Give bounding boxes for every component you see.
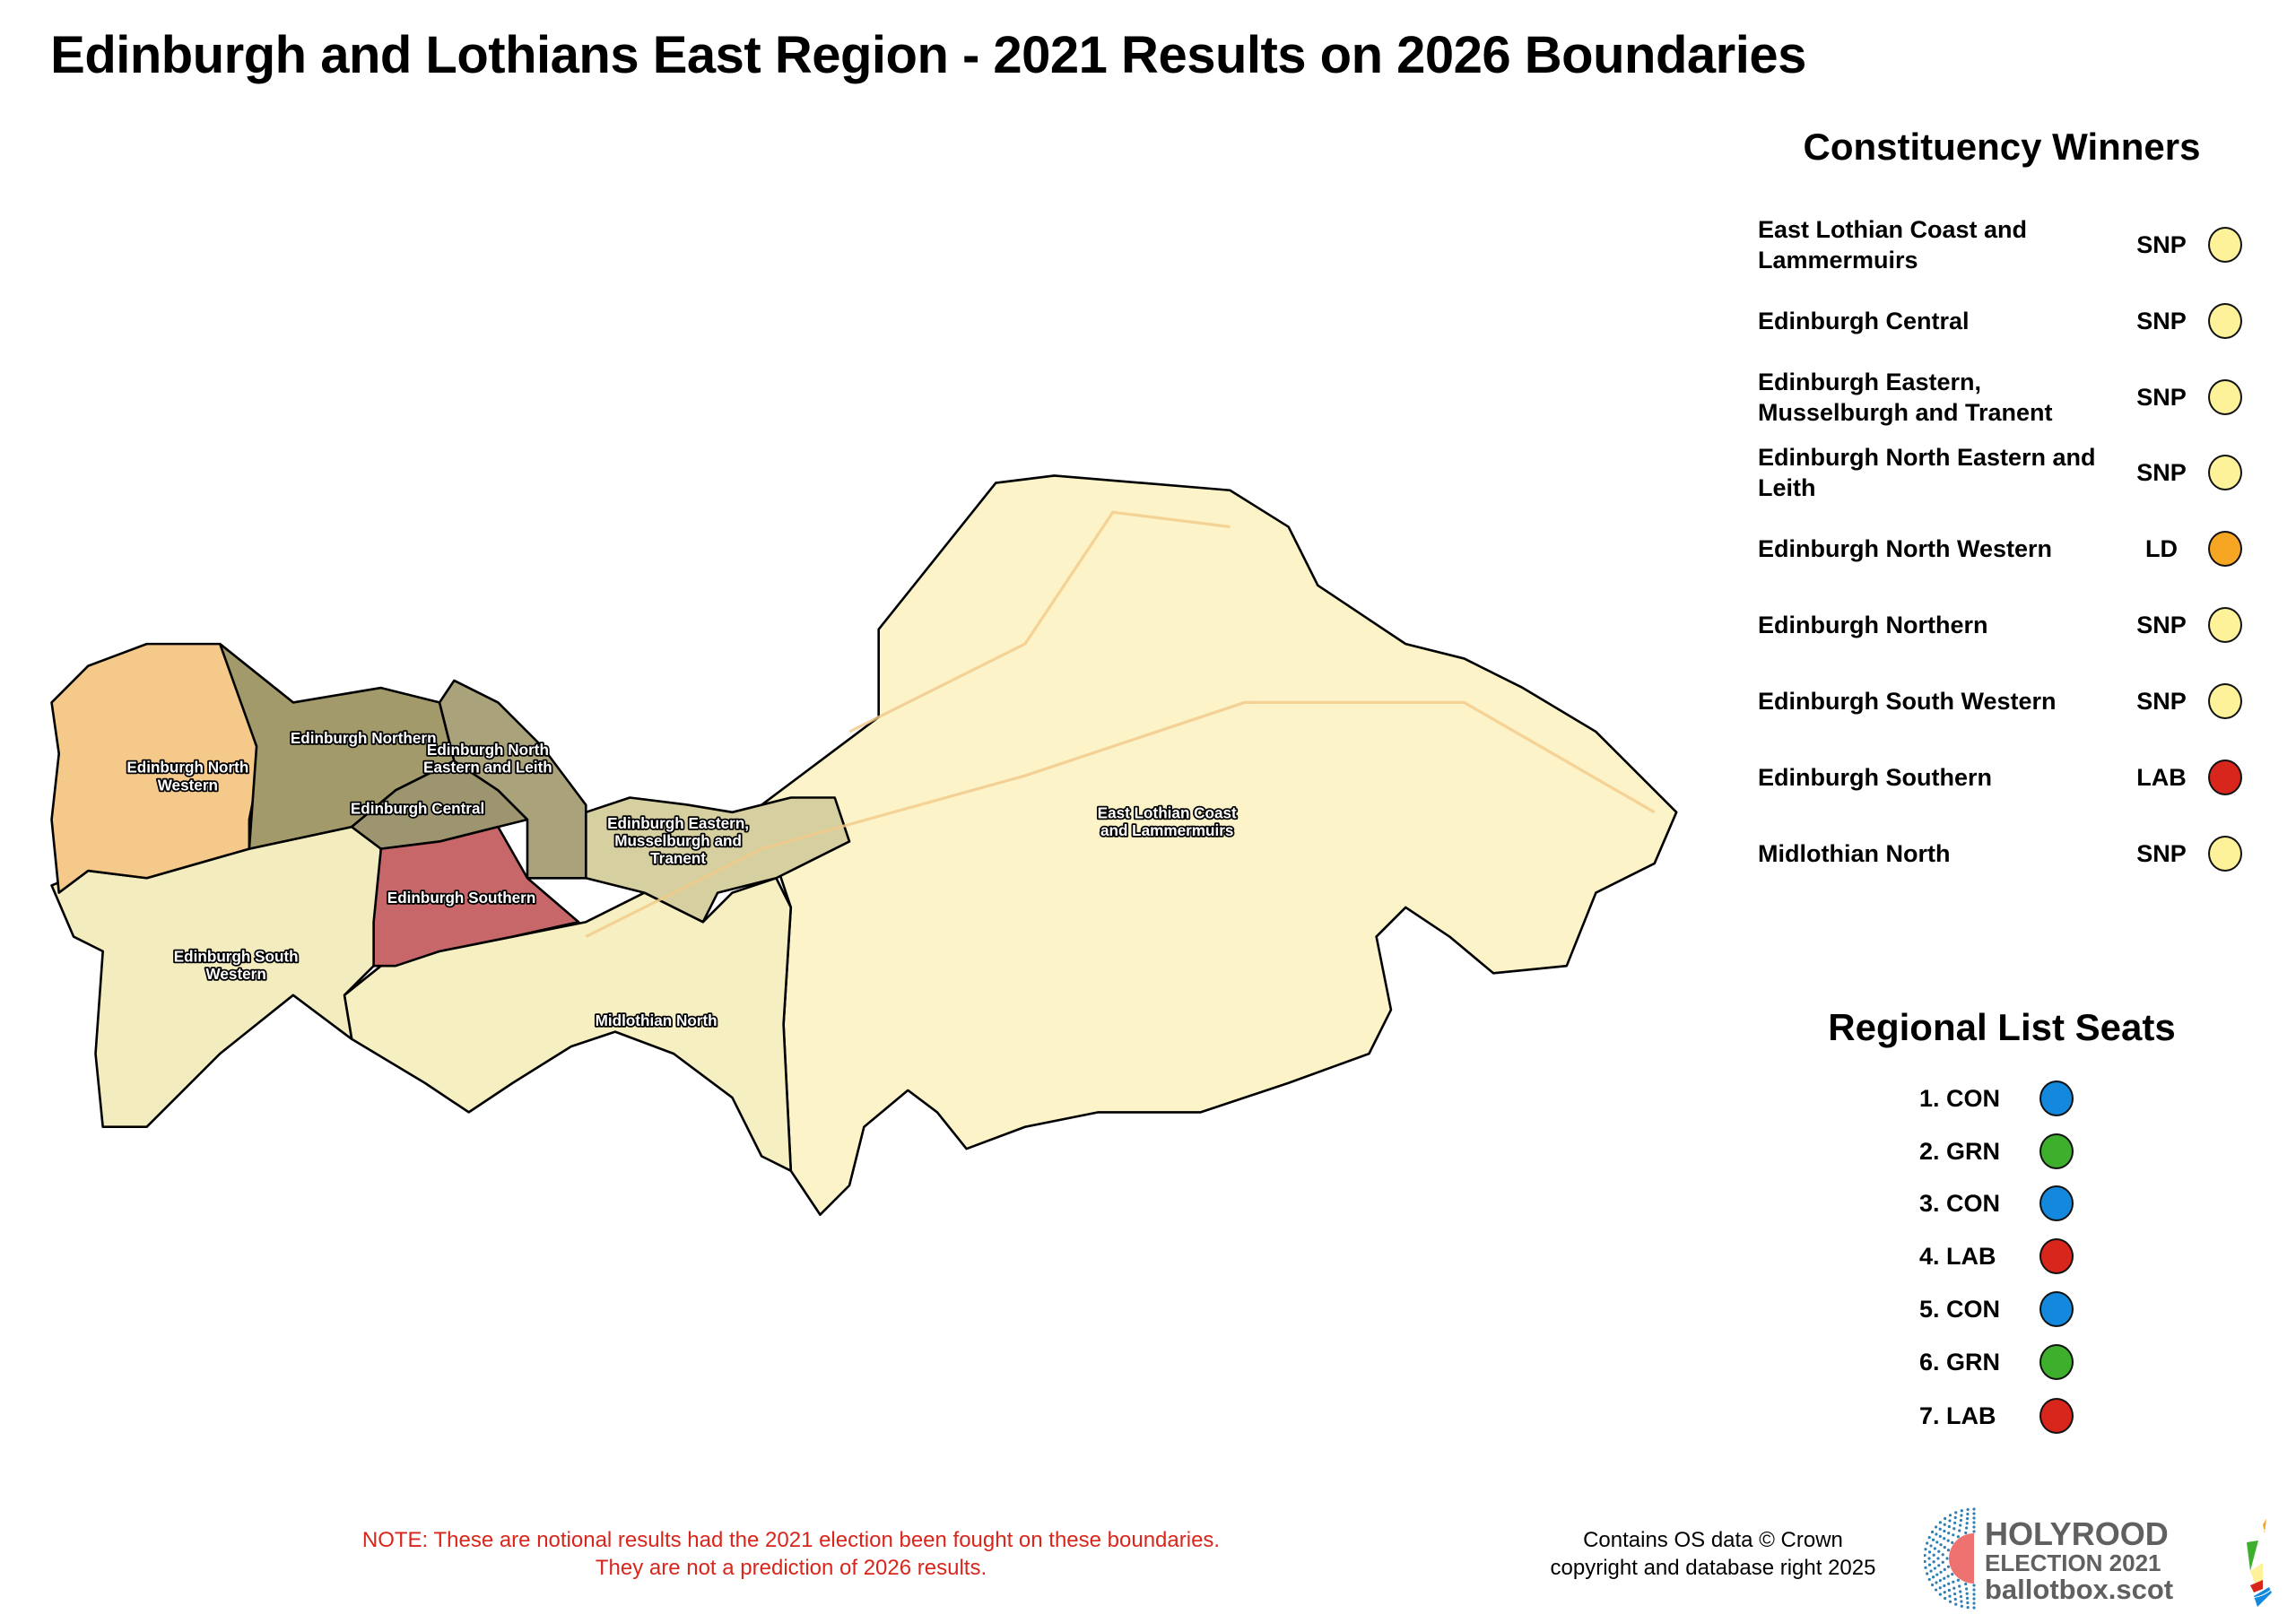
constituency-row: Edinburgh Eastern, Musselburgh and Trane… xyxy=(1758,361,2260,433)
note-line-2: They are not a prediction of 2026 result… xyxy=(595,1556,987,1580)
road-a1 xyxy=(585,700,1656,939)
credit-line-2: copyright and database right 2025 xyxy=(1550,1556,1876,1580)
road-coast xyxy=(848,510,1231,733)
ballot-box-scotland-badge xyxy=(2212,1519,2285,1607)
party-color-dot xyxy=(2208,379,2242,415)
party-color-dot xyxy=(2208,607,2242,643)
constituency-row: Edinburgh South Western SNP xyxy=(1758,665,2260,737)
label-edinburgh-southern: Edinburgh Southern xyxy=(387,889,536,907)
constituency-name: Edinburgh North Western xyxy=(1758,535,2052,562)
winning-party: SNP xyxy=(2136,230,2187,258)
label-edinburgh-south-western: Edinburgh South Western xyxy=(174,947,299,983)
constituency-name: Midlothian North xyxy=(1758,840,1951,867)
region-edinburgh-southern[interactable] xyxy=(372,825,580,968)
list-seat-row: 1. CON xyxy=(1919,1076,2074,1121)
label-edinburgh-north-western: Edinburgh North Western xyxy=(126,759,248,794)
party-color-dot xyxy=(2039,1344,2074,1380)
constituency-name: Edinburgh Northern xyxy=(1758,612,1988,638)
list-seat-label: 6. GRN xyxy=(1919,1348,2001,1376)
party-color-dot xyxy=(2208,531,2242,567)
winning-party: SNP xyxy=(2136,458,2187,486)
parliament-dots-icon: HOLYROOD ELECTION 2021 ballotbox.scot xyxy=(1923,1507,2285,1610)
party-color-dot xyxy=(2208,227,2242,263)
party-color-dot xyxy=(2208,836,2242,872)
list-seat-row: 3. CON xyxy=(1919,1181,2074,1226)
label-midlothian-north: Midlothian North xyxy=(596,1011,718,1029)
label-edinburgh-north-eastern: Edinburgh North Eastern and Leith xyxy=(423,741,552,777)
credit-line-1: Contains OS data © Crown xyxy=(1583,1528,1843,1552)
list-seat-row: 6. GRN xyxy=(1919,1340,2074,1384)
ballotbox-logo: HOLYROOD ELECTION 2021 ballotbox.scot xyxy=(1923,1506,2285,1610)
party-color-dot xyxy=(2039,1081,2074,1116)
svg-text:HOLYROOD: HOLYROOD xyxy=(1985,1515,2169,1552)
constituency-name: Edinburgh North Eastern and Leith xyxy=(1758,444,2096,501)
party-color-dot xyxy=(2208,455,2242,490)
winning-party: SNP xyxy=(2136,307,2187,334)
map-title: Edinburgh and Lothians East Region - 202… xyxy=(50,26,1806,84)
list-seat-label: 5. CON xyxy=(1919,1295,2001,1323)
list-seat-label: 3. CON xyxy=(1919,1189,2001,1217)
list-seat-row: 2. GRN xyxy=(1919,1129,2074,1174)
party-color-dot xyxy=(2208,303,2242,339)
constituency-name: Edinburgh Central xyxy=(1758,308,1970,334)
list-seat-row: 5. CON xyxy=(1919,1287,2074,1332)
list-seat-label: 7. LAB xyxy=(1919,1402,1996,1429)
constituency-row: Edinburgh Southern LAB xyxy=(1758,742,2260,813)
list-seat-label: 2. GRN xyxy=(1919,1137,2001,1165)
constituency-row: East Lothian Coast and Lammermuirs SNP xyxy=(1758,209,2260,281)
os-credit: Contains OS data © Crown copyright and d… xyxy=(1489,1526,1937,1582)
label-edinburgh-northern: Edinburgh Northern xyxy=(291,729,437,747)
label-edinburgh-eastern: Edinburgh Eastern, Musselburgh and Tranent xyxy=(607,814,749,867)
constituency-name: Edinburgh South Western xyxy=(1758,688,2057,715)
winning-party: LAB xyxy=(2136,763,2187,791)
party-color-dot xyxy=(2039,1238,2074,1274)
svg-text:ballotbox.scot: ballotbox.scot xyxy=(1985,1574,2173,1605)
constituency-name: Edinburgh Southern xyxy=(1758,764,1992,791)
constituency-row: Edinburgh Northern SNP xyxy=(1758,589,2260,661)
party-color-dot xyxy=(2039,1398,2074,1434)
list-seat-row: 4. LAB xyxy=(1919,1234,2074,1279)
constituency-winners-heading: Constituency Winners xyxy=(1803,126,2201,168)
region-edinburgh-north-eastern[interactable] xyxy=(438,679,587,880)
note-line-1: NOTE: These are notional results had the… xyxy=(361,1528,1221,1552)
party-color-dot xyxy=(2208,759,2242,795)
constituency-row: Midlothian North SNP xyxy=(1758,818,2260,890)
winning-party: SNP xyxy=(2136,383,2187,411)
constituency-row: Edinburgh North Eastern and Leith SNP xyxy=(1758,437,2260,508)
winning-party: SNP xyxy=(2136,611,2187,638)
regional-list-heading: Regional List Seats xyxy=(1828,1006,2176,1048)
constituency-name: East Lothian Coast and Lammermuirs xyxy=(1758,216,2028,273)
party-color-dot xyxy=(2039,1291,2074,1327)
winning-party: SNP xyxy=(2136,687,2187,715)
winning-party: SNP xyxy=(2136,839,2187,867)
list-seat-row: 7. LAB xyxy=(1919,1393,2074,1438)
party-color-dot xyxy=(2208,683,2242,719)
disclaimer-note: NOTE: These are notional results had the… xyxy=(253,1526,1329,1582)
constituency-row: Edinburgh North Western LD xyxy=(1758,513,2260,585)
list-seat-label: 4. LAB xyxy=(1919,1242,1996,1270)
svg-text:ELECTION 2021: ELECTION 2021 xyxy=(1985,1549,2161,1576)
list-seat-label: 1. CON xyxy=(1919,1084,2001,1112)
constituency-name: Edinburgh Eastern, Musselburgh and Trane… xyxy=(1758,369,2053,426)
party-color-dot xyxy=(2039,1133,2074,1169)
label-edinburgh-central: Edinburgh Central xyxy=(351,799,484,817)
map-labels: Edinburgh North Western Edinburgh Norther… xyxy=(126,727,1239,1031)
region-east-lothian[interactable] xyxy=(760,474,1678,1216)
label-east-lothian: East Lothian Coast and Lammermuirs xyxy=(1098,803,1237,839)
constituency-row: Edinburgh Central SNP xyxy=(1758,285,2260,357)
party-color-dot xyxy=(2039,1185,2074,1221)
region-edinburgh-eastern[interactable] xyxy=(584,796,851,924)
winning-party: LD xyxy=(2145,534,2178,562)
